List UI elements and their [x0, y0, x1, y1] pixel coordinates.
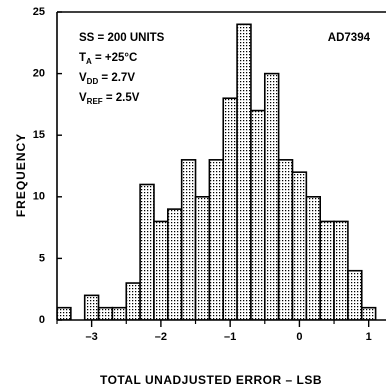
vref-value: = 2.5V: [103, 92, 140, 104]
histogram-bar: [208, 159, 225, 320]
histogram-bar: [180, 159, 197, 320]
temperature-symbol: T: [79, 52, 86, 64]
temperature-subscript: A: [86, 57, 92, 66]
histogram-bar: [360, 306, 377, 320]
histogram-bar: [153, 220, 169, 320]
histogram-bar: [277, 159, 294, 320]
bars-group: [57, 23, 377, 320]
histogram-bar: [319, 220, 335, 320]
vdd-value: = 2.7V: [98, 72, 135, 84]
histogram-bar: [305, 196, 322, 320]
histogram-bar: [111, 306, 128, 320]
y-axis-title: FREQUENCY: [14, 133, 28, 217]
x-tick-label: –2: [155, 331, 167, 343]
x-axis-title: TOTAL UNADJUSTED ERROR – LSB: [100, 373, 322, 387]
histogram-bar: [222, 97, 238, 320]
histogram-bar: [83, 294, 100, 320]
vdd-annotation: VDD = 2.7V: [79, 72, 135, 86]
y-tick-label: 5: [39, 252, 45, 264]
vref-subscript: REF: [87, 97, 103, 106]
vdd-subscript: DD: [87, 77, 99, 86]
axes-group: 0 5 10 15 20 25 –3 –2 –1 0 1: [33, 6, 386, 343]
temperature-annotation: TA = +25°C: [79, 52, 137, 66]
vref-symbol: V: [79, 92, 87, 104]
histogram-bar: [125, 282, 141, 320]
device-label: AD7394: [328, 32, 371, 44]
histogram-bar: [139, 183, 155, 320]
x-tick-label: 0: [296, 331, 302, 343]
y-tick-label: 10: [33, 191, 45, 203]
y-tick-label: 0: [39, 314, 45, 326]
y-tick-label: 25: [33, 6, 45, 18]
histogram-bar: [194, 196, 211, 320]
temperature-value: = +25°C: [92, 52, 138, 64]
histogram-bar: [263, 72, 280, 320]
y-tick-label: 20: [33, 68, 45, 80]
y-axis-title-group: FREQUENCY: [14, 133, 28, 217]
histogram-bar: [97, 306, 114, 320]
y-tick-label: 15: [33, 129, 45, 141]
x-tick-label: 1: [366, 331, 372, 343]
histogram-bar: [347, 269, 363, 320]
vref-annotation: VREF = 2.5V: [79, 92, 140, 106]
sample-size-annotation: SS = 200 UNITS: [79, 32, 165, 44]
histogram-bar: [167, 208, 183, 320]
x-tick-label: –3: [86, 331, 98, 343]
vdd-symbol: V: [79, 72, 87, 84]
histogram-bar: [291, 171, 308, 320]
x-tick-label: –1: [224, 331, 236, 343]
histogram-bar: [236, 23, 252, 320]
histogram-bar: [57, 306, 72, 320]
histogram-bar: [333, 220, 349, 320]
histogram-bar: [250, 109, 266, 320]
